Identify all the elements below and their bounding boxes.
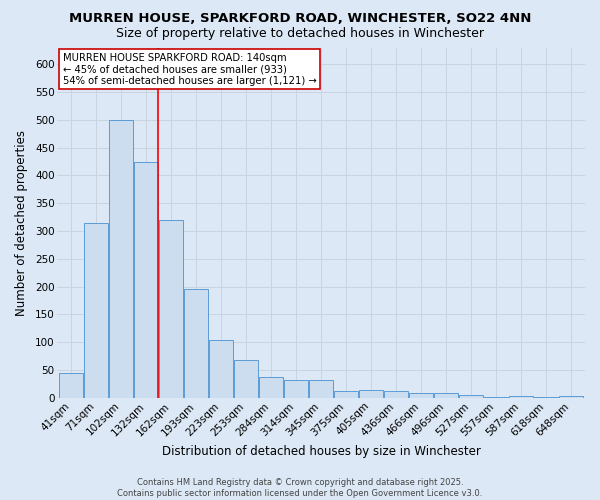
- Bar: [434, 394, 458, 398]
- Bar: [184, 290, 208, 398]
- Bar: [209, 340, 233, 398]
- X-axis label: Distribution of detached houses by size in Winchester: Distribution of detached houses by size …: [162, 444, 481, 458]
- Bar: [160, 220, 183, 398]
- Bar: [134, 162, 158, 398]
- Bar: [509, 396, 533, 398]
- Bar: [109, 120, 133, 398]
- Text: MURREN HOUSE, SPARKFORD ROAD, WINCHESTER, SO22 4NN: MURREN HOUSE, SPARKFORD ROAD, WINCHESTER…: [69, 12, 531, 26]
- Bar: [85, 222, 108, 398]
- Bar: [235, 360, 258, 398]
- Bar: [359, 390, 383, 398]
- Bar: [310, 380, 333, 398]
- Bar: [460, 395, 483, 398]
- Text: MURREN HOUSE SPARKFORD ROAD: 140sqm
← 45% of detached houses are smaller (933)
5: MURREN HOUSE SPARKFORD ROAD: 140sqm ← 45…: [63, 53, 316, 86]
- Bar: [385, 390, 408, 398]
- Bar: [409, 393, 433, 398]
- Y-axis label: Number of detached properties: Number of detached properties: [15, 130, 28, 316]
- Text: Contains HM Land Registry data © Crown copyright and database right 2025.
Contai: Contains HM Land Registry data © Crown c…: [118, 478, 482, 498]
- Bar: [334, 390, 358, 398]
- Bar: [59, 373, 83, 398]
- Text: Size of property relative to detached houses in Winchester: Size of property relative to detached ho…: [116, 28, 484, 40]
- Bar: [284, 380, 308, 398]
- Bar: [559, 396, 583, 398]
- Bar: [259, 377, 283, 398]
